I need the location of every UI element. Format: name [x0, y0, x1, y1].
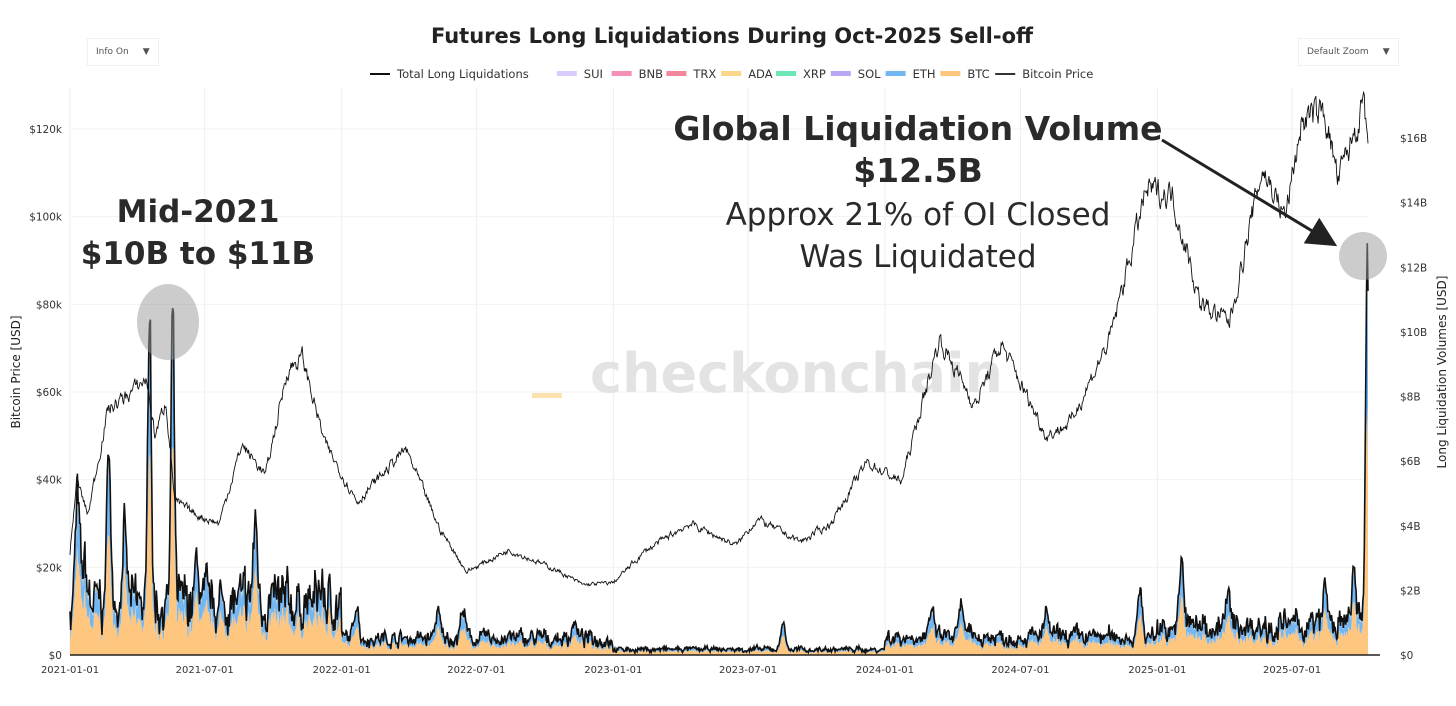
y2-tick-label: $6B: [1400, 456, 1421, 468]
annotation-right-line1: Approx 21% of OI Closed: [726, 197, 1111, 233]
chart-title: Futures Long Liquidations During Oct-202…: [431, 24, 1034, 48]
legend-label: XRP: [803, 67, 826, 81]
area-ada: [70, 251, 1368, 654]
y2-tick-label: $12B: [1400, 262, 1427, 274]
info-dropdown[interactable]: Info On ▼: [87, 38, 159, 66]
chevron-down-icon: ▼: [142, 47, 150, 57]
highlight-circle-2021: [137, 284, 199, 360]
legend-item-bnb[interactable]: BNB: [611, 67, 663, 81]
y-tick-label: $40k: [36, 475, 63, 487]
watermark-logo: checkonchain: [590, 342, 1003, 405]
legend-swatch: [721, 71, 742, 76]
y2-tick-label: $4B: [1400, 521, 1421, 533]
legend-label: BNB: [639, 67, 663, 81]
y-tick-label: $0: [49, 650, 62, 662]
highlight-circle-2025: [1339, 232, 1387, 280]
y2-axis-title: Long Liquidation Volumes [USD]: [1435, 276, 1449, 469]
y2-tick-label: $8B: [1400, 392, 1421, 404]
y-axis-title: Bitcoin Price [USD]: [9, 315, 23, 428]
legend-item-sol[interactable]: SOL: [830, 67, 881, 81]
area-trx: [70, 249, 1368, 654]
legend-swatch: [556, 71, 577, 76]
annotation-right-heading: Global Liquidation Volume: [673, 109, 1162, 148]
chevron-down-icon: ▼: [1382, 47, 1390, 57]
x-tick-label: 2023-07-01: [719, 665, 777, 676]
annotation-left-value: $10B to $11B: [81, 236, 315, 272]
legend-swatch: [776, 71, 796, 76]
x-tick-label: 2021-01-01: [41, 665, 99, 676]
y2-tick-label: $2B: [1400, 585, 1421, 597]
total-liquidations-line: [69, 243, 1369, 656]
legend-label: Bitcoin Price: [1022, 67, 1093, 81]
legend-item-bitcoin-price[interactable]: Bitcoin Price: [995, 67, 1093, 81]
y2-tick-label: $10B: [1400, 327, 1427, 339]
y-tick-label: $80k: [36, 299, 63, 311]
x-tick-label: 2024-01-01: [856, 665, 914, 676]
legend-item-total-long-liquidations[interactable]: Total Long Liquidations: [370, 67, 529, 81]
x-tick-label: 2024-07-01: [991, 665, 1049, 676]
legend-label: BTC: [967, 67, 989, 81]
y2-tick-label: $0: [1400, 650, 1413, 662]
y2-tick-label: $16B: [1400, 133, 1427, 145]
area-sol: [70, 271, 1368, 654]
x-tick-label: 2022-07-01: [447, 665, 505, 676]
legend-swatch: [830, 71, 851, 76]
legend-swatch: [885, 71, 906, 76]
x-tick-label: 2023-01-01: [584, 665, 642, 676]
y-tick-label: $100k: [29, 212, 63, 224]
y-tick-label: $120k: [29, 124, 63, 136]
legend-swatch: [611, 71, 632, 76]
area-xrp: [70, 259, 1368, 654]
y-tick-label: $20k: [36, 562, 63, 574]
y-tick-label: $60k: [36, 387, 63, 399]
zoom-dropdown[interactable]: Default Zoom ▼: [1298, 38, 1399, 66]
x-tick-label: 2025-07-01: [1263, 665, 1321, 676]
legend-label: SUI: [584, 67, 603, 81]
annotation-arrow: [1161, 138, 1338, 247]
legend-swatch: [995, 73, 1016, 75]
legend-swatch: [940, 71, 961, 76]
legend-item-eth[interactable]: ETH: [885, 67, 936, 81]
legend-swatch: [666, 71, 687, 76]
watermark-mark: [532, 393, 562, 398]
info-dropdown-label: Info On: [96, 47, 129, 57]
area-btc: [70, 407, 1368, 655]
x-tick-label: 2025-01-01: [1128, 665, 1186, 676]
annotation-left-heading: Mid-2021: [117, 194, 280, 230]
zoom-dropdown-label: Default Zoom: [1307, 47, 1369, 57]
legend-label: ETH: [913, 67, 936, 81]
x-tick-label: 2021-07-01: [176, 665, 234, 676]
annotation-right-line2: Was Liquidated: [799, 239, 1036, 275]
x-tick-label: 2022-01-01: [313, 665, 371, 676]
area-eth: [70, 284, 1368, 654]
area-bnb: [70, 245, 1368, 654]
legend-item-trx[interactable]: TRX: [666, 67, 716, 81]
bitcoin-price-line: [69, 90, 1369, 587]
legend-swatch: [370, 73, 390, 75]
annotation-right-value: $12.5B: [853, 151, 983, 190]
legend-item-sui[interactable]: SUI: [556, 67, 603, 81]
legend-label: SOL: [858, 67, 881, 81]
legend-label: TRX: [692, 67, 716, 81]
y2-tick-label: $14B: [1400, 198, 1427, 210]
legend-label: Total Long Liquidations: [396, 67, 529, 81]
legend-item-btc[interactable]: BTC: [940, 67, 990, 81]
legend-item-xrp[interactable]: XRP: [776, 67, 826, 81]
legend-label: ADA: [748, 67, 773, 81]
legend-item-ada[interactable]: ADA: [721, 67, 773, 81]
